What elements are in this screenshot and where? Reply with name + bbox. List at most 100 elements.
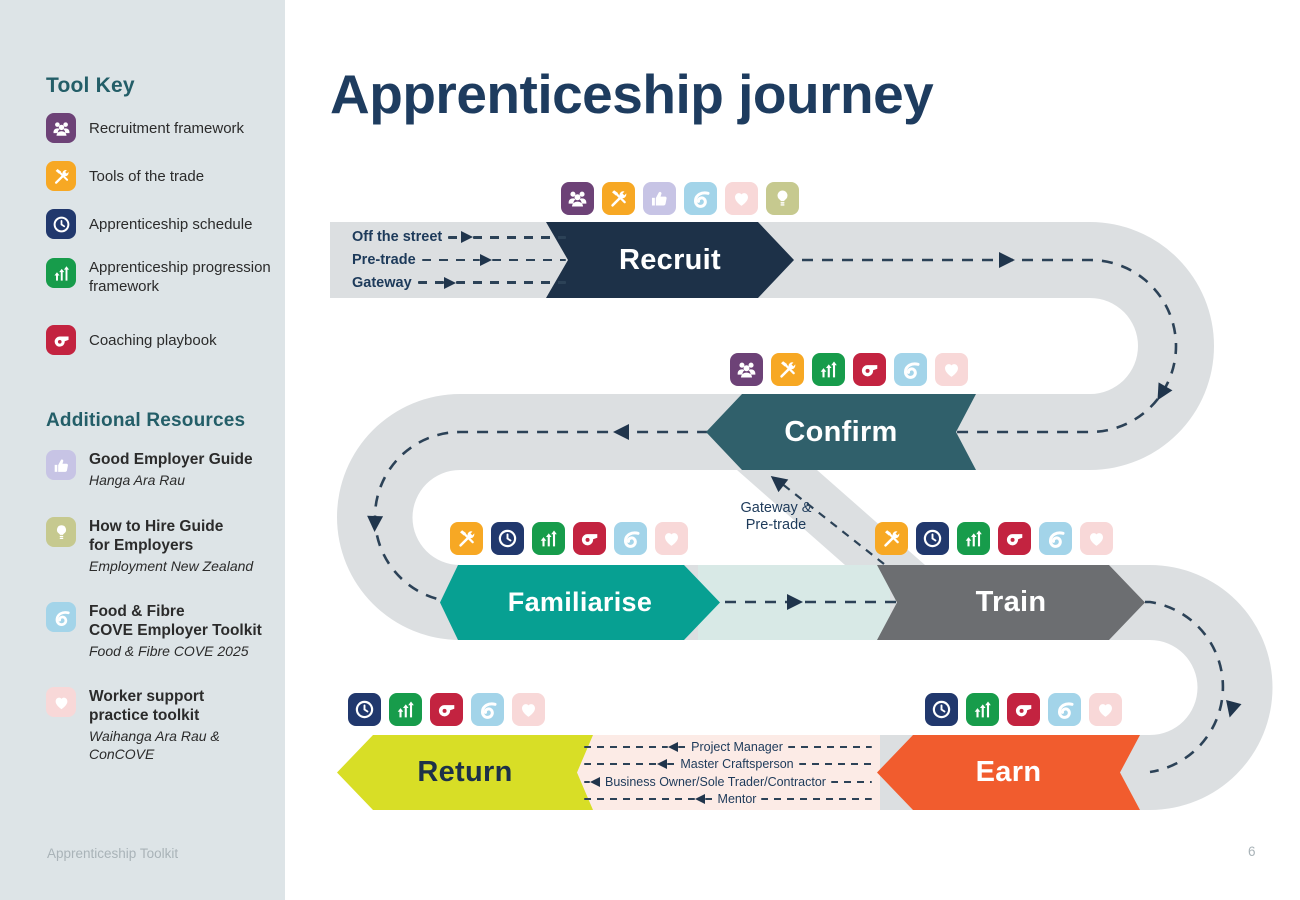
resource-item: How to Hire Guide for Employers Employme… xyxy=(46,517,271,575)
arrow-right-icon xyxy=(461,231,474,244)
koru-icon xyxy=(471,693,504,726)
progression-icon xyxy=(46,258,76,288)
resource-subtitle: Employment New Zealand xyxy=(89,558,254,574)
return-role-label: Master Craftsperson xyxy=(680,757,794,772)
people-icon xyxy=(730,353,763,386)
stage-train: Train xyxy=(877,565,1145,640)
arrow-left-icon xyxy=(590,776,600,787)
dashed-line xyxy=(491,258,566,262)
whistle-icon xyxy=(998,522,1031,555)
dashed-line xyxy=(678,745,687,748)
resource-item: Good Employer Guide Hanga Ara Rau xyxy=(46,450,271,489)
whistle-icon xyxy=(430,693,463,726)
clock-icon xyxy=(491,522,524,555)
tool-key-label: Recruitment framework xyxy=(89,120,245,137)
clock-icon xyxy=(916,522,949,555)
koru-icon xyxy=(1048,693,1081,726)
clock-icon xyxy=(925,693,958,726)
arrow-left-icon xyxy=(657,759,668,770)
return-icon-row xyxy=(348,693,545,726)
lightbulb-icon xyxy=(766,182,799,215)
heart-icon xyxy=(512,693,545,726)
arrow-left-icon xyxy=(668,741,679,752)
tools-icon xyxy=(771,353,804,386)
entry-path-label: Pre-trade xyxy=(352,252,416,268)
resource-title: Food & Fibre COVE Employer Toolkit xyxy=(89,603,262,639)
resource-title: Worker support practice toolkit xyxy=(89,688,205,724)
confirm-icon-row xyxy=(730,353,968,386)
return-role-row: Project Manager xyxy=(584,738,872,756)
resource-item: Worker support practice toolkit Waihanga… xyxy=(46,687,271,763)
koru-icon xyxy=(614,522,647,555)
lightbulb-icon xyxy=(46,517,76,547)
heart-icon xyxy=(935,353,968,386)
tool-key-heading: Tool Key xyxy=(46,74,135,97)
stage-earn: Earn xyxy=(877,735,1140,810)
resource-subtitle: Waihanga Ara Rau & ConCOVE xyxy=(89,728,220,762)
stage-return: Return xyxy=(337,735,593,810)
tool-key-label: Apprenticeship schedule xyxy=(89,216,253,233)
whistle-icon xyxy=(46,325,76,355)
people-icon xyxy=(46,113,76,143)
tools-icon xyxy=(46,161,76,191)
return-role-label: Project Manager xyxy=(691,739,783,754)
branch-label: Gateway & Pre-trade xyxy=(728,500,824,534)
whistle-icon xyxy=(573,522,606,555)
arrow-right-icon xyxy=(479,254,492,266)
entry-path-label: Off the street xyxy=(352,229,443,246)
koru-icon xyxy=(894,353,927,386)
dashed-line xyxy=(798,763,873,766)
clock-icon xyxy=(348,693,381,726)
koru-icon xyxy=(684,182,717,215)
entry-path-row: Gateway xyxy=(352,271,566,294)
dashed-line xyxy=(417,281,444,284)
heart-icon xyxy=(725,182,758,215)
dashed-line xyxy=(455,281,566,284)
return-role-label: Business Owner/Sole Trader/Contractor xyxy=(605,774,826,789)
whistle-icon xyxy=(1007,693,1040,726)
heart-icon xyxy=(46,687,76,717)
road-curve-left xyxy=(337,394,460,640)
dashed-line xyxy=(584,798,695,801)
stage-label: Train xyxy=(975,586,1047,618)
stage-label: Confirm xyxy=(784,415,898,448)
dashed-line xyxy=(667,763,676,766)
entry-path-row: Pre-trade xyxy=(352,249,566,272)
tools-icon xyxy=(602,182,635,215)
tool-key-item: Coaching playbook xyxy=(46,325,271,355)
additional-resources-heading: Additional Resources xyxy=(46,410,246,431)
earn-icon-row xyxy=(925,693,1122,726)
dashed-line xyxy=(704,798,713,801)
route-arrowheads xyxy=(367,252,1242,718)
tool-key-label: Tools of the trade xyxy=(89,168,205,185)
road-curve-right-bottom xyxy=(1150,565,1273,810)
tool-key-item: Recruitment framework xyxy=(46,113,271,143)
stage-familiarise: Familiarise xyxy=(440,565,720,640)
koru-icon xyxy=(46,602,76,632)
dashed-line xyxy=(830,780,872,783)
sidebar: Tool Key Recruitment framework Tools of … xyxy=(0,0,285,900)
tool-key-label: Coaching playbook xyxy=(89,332,217,349)
tool-key-item: Tools of the trade xyxy=(46,161,271,191)
branch-label-line2: Pre-trade xyxy=(745,517,807,533)
page-number: 6 xyxy=(1248,844,1256,859)
tool-key-item: Apprenticeship schedule xyxy=(46,209,271,239)
progression-icon xyxy=(966,693,999,726)
dashed-line xyxy=(473,236,566,239)
tool-key-item: Apprenticeship progression framework xyxy=(46,258,271,296)
page-title: Apprenticeship journey xyxy=(330,63,934,125)
return-role-row: Master Craftsperson xyxy=(584,756,873,774)
return-role-label: Mentor xyxy=(717,792,757,807)
whistle-icon xyxy=(853,353,886,386)
return-role-row: Mentor xyxy=(584,791,872,809)
dashed-line xyxy=(448,236,462,239)
heart-icon xyxy=(1089,693,1122,726)
koru-icon xyxy=(1039,522,1072,555)
stage-label: Recruit xyxy=(618,243,721,276)
arrow-left-icon xyxy=(694,794,705,805)
stage-label: Familiarise xyxy=(507,587,653,617)
dashed-line xyxy=(584,763,658,766)
familiarise-icon-row xyxy=(450,522,688,555)
resource-title: How to Hire Guide for Employers xyxy=(89,518,224,554)
route-dashed-line xyxy=(373,258,1225,774)
